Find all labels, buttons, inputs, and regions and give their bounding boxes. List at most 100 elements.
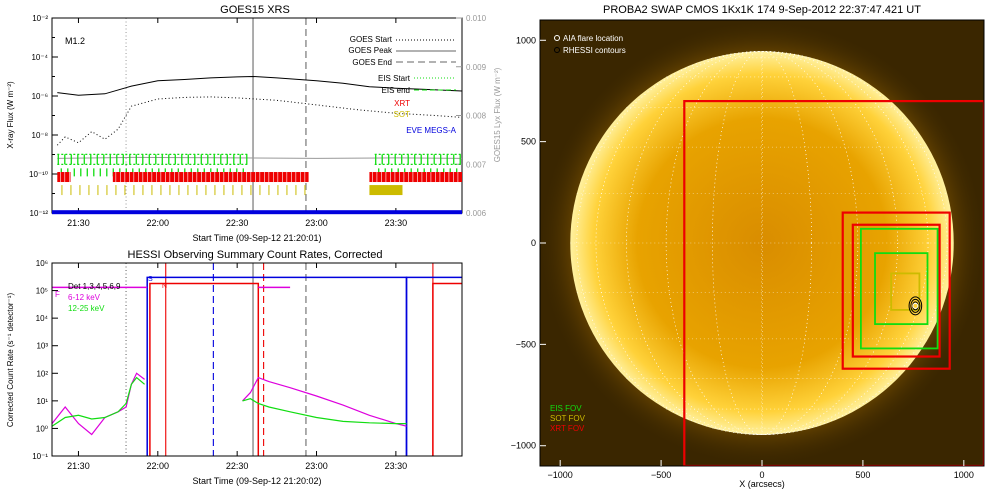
goes-xrs-panel: GOES15 XRS 21:30 22:00 22:30 23:00 23:30 10⁻²… <box>6 4 502 243</box>
swap-axes-layer: −1000 −500 0 500 1000 1000 500 0 −500 −1000 <box>511 35 974 480</box>
xrt-coverage-bar <box>112 172 309 183</box>
swap-x-tick-label: 0 <box>759 470 764 480</box>
hessi-12-25-kev-line <box>242 398 407 425</box>
legend-6-12: 6-12 keV <box>68 293 101 302</box>
hessi-y-tick-label: 10² <box>36 369 48 378</box>
sot-coverage-bar <box>369 185 403 196</box>
goes-marks-layer: 21:30 22:00 22:30 23:00 23:30 10⁻² 10⁻⁴ 10⁻⁶ 10⁻… <box>29 14 487 228</box>
swap-title: PROBA2 SWAP CMOS 1Kx1K 174 9-Sep-2012 22… <box>603 4 921 16</box>
hessi-flag-n: N <box>162 283 167 290</box>
goes-x-tick-label: 21:30 <box>67 218 90 228</box>
legend-goes-peak: GOES Peak <box>348 46 393 55</box>
swap-x-tick-label: 500 <box>855 470 870 480</box>
legend-eis-end: EIS end <box>382 86 410 95</box>
hessi-y-tick-label: 10⁴ <box>36 314 49 323</box>
hessi-marks-layer: 21:30 22:00 22:30 23:00 23:30 10⁶ 10⁵ 10⁴ 10³ 10²… <box>32 259 462 471</box>
swap-x-axis-label: X (arcsecs) <box>739 479 785 489</box>
goes-y-tick-label: 10⁻⁸ <box>32 131 49 140</box>
heliographic-longitude-line <box>626 50 898 436</box>
sot-fov-box <box>890 272 921 311</box>
rhessi-contour <box>910 298 921 313</box>
xrt-fov-box <box>851 223 941 358</box>
goes-title: GOES15 XRS <box>220 4 290 16</box>
hessi-attenuator-step-line <box>405 276 462 456</box>
xrt-fov-box <box>683 99 984 466</box>
swap-y-tick-label: −1000 <box>511 441 536 451</box>
hessi-6-12-kev-line <box>242 376 407 427</box>
legend-eve: EVE MEGS-A <box>406 126 456 135</box>
solar-disk <box>570 51 954 435</box>
legend-det: Det 1,3,4,5,6,9 <box>68 282 121 291</box>
swap-legend-top: AIA flare location RHESSI contours <box>554 34 626 55</box>
hessi-flag-s: S <box>148 276 153 283</box>
hessi-y-tick-label: 10⁰ <box>36 424 48 433</box>
goes-y2-tick-label: 0.006 <box>466 209 487 218</box>
goes-flare-class: M1.2 <box>65 36 85 46</box>
hessi-x-axis-label: Start Time (09-Sep-12 21:20:02) <box>192 476 321 486</box>
goes-y2-axis-label: GOES15 Lyx Flux (W m⁻²) <box>493 67 502 162</box>
goes-x-axis-label: Start Time (09-Sep-12 21:20:01) <box>192 233 321 243</box>
hessi-x-tick-label: 23:30 <box>385 461 408 471</box>
swap-legend-bottom: EIS FOV SOT FOV XRT FOV <box>550 404 586 433</box>
hessi-title: HESSI Observing Summary Count Rates, Cor… <box>128 249 383 261</box>
goes-background-layer <box>125 18 307 213</box>
hessi-x-tick-label: 22:30 <box>226 461 249 471</box>
hessi-x-tick-label: 21:30 <box>67 461 90 471</box>
goes-y-axis-label: X-ray Flux (W m⁻²) <box>6 81 15 149</box>
swap-y-tick-label: 0 <box>531 238 536 248</box>
swap-y-tick-label: −500 <box>516 339 536 349</box>
legend-xrt: XRT <box>394 99 410 108</box>
swap-x-tick-label: −1000 <box>548 470 573 480</box>
hessi-x-tick-label: 22:00 <box>147 461 170 471</box>
goes-x-tick-label: 22:00 <box>147 218 170 228</box>
goes-legend: GOES Start GOES Peak GOES End EIS Start … <box>348 35 456 135</box>
xrt-fov-box <box>841 211 951 370</box>
goes-y2-tick-label: 0.007 <box>466 160 487 169</box>
eis-fov-box <box>859 227 939 350</box>
hessi-flag-f: F <box>55 290 60 299</box>
hessi-y-tick-label: 10⁻¹ <box>32 452 48 461</box>
aia-flare-location-marker <box>912 302 919 309</box>
hessi-y-tick-label: 10³ <box>36 342 48 351</box>
hessi-attenuator-step-line <box>149 282 260 456</box>
goes-y-tick-label: 10⁻¹² <box>30 209 49 218</box>
legend-goes-end: GOES End <box>352 58 392 67</box>
eis-fov-box <box>874 252 929 325</box>
heliographic-longitude-line <box>576 50 948 436</box>
hessi-y-tick-label: 10⁶ <box>36 259 48 268</box>
legend-sot: SOT <box>394 110 411 119</box>
hessi-background-layer <box>125 263 434 456</box>
swap-panel: PROBA2 SWAP CMOS 1Kx1K 174 9-Sep-2012 22… <box>511 4 985 489</box>
eve-megs-a-coverage-bar <box>52 210 462 215</box>
hessi-plot-frame <box>51 262 463 457</box>
goes-y-tick-label: 10⁻² <box>32 14 48 23</box>
legend-goes-start: GOES Start <box>350 35 393 44</box>
swap-y-tick-label: 500 <box>521 137 536 147</box>
goes-y2-tick-label: 0.010 <box>466 14 487 23</box>
hessi-6-12-kev-line <box>51 372 145 436</box>
rhessi-contours-symbol <box>554 47 560 53</box>
legend-12-25: 12-25 keV <box>68 304 105 313</box>
swap-image-layer <box>540 20 984 466</box>
goes-long-channel-line <box>57 75 463 96</box>
swap-x-tick-label: −500 <box>651 470 671 480</box>
hessi-y-tick-label: 10⁵ <box>36 287 48 296</box>
heliographic-longitude-line <box>712 50 812 436</box>
goes-y-tick-label: 10⁻⁶ <box>32 92 48 101</box>
hessi-attenuator-step-line <box>146 276 408 456</box>
goes-y-tick-label: 10⁻⁴ <box>31 53 48 62</box>
goes-lyman-alpha-line <box>57 156 463 159</box>
legend-eis-start: EIS Start <box>378 74 411 83</box>
goes-y-tick-label: 10⁻¹⁰ <box>29 170 48 179</box>
hessi-legend: Det 1,3,4,5,6,9 6-12 keV 12-25 keV F S N <box>55 276 167 313</box>
hessi-12-25-kev-line <box>51 376 145 427</box>
legend-rhessi-contours: RHESSI contours <box>563 46 626 55</box>
legend-sot-fov: SOT FOV <box>550 414 586 423</box>
heliographic-longitude-line <box>595 50 929 436</box>
hessi-y-tick-label: 10¹ <box>36 397 48 406</box>
hessi-panel: HESSI Observing Summary Count Rates, Cor… <box>6 249 463 486</box>
legend-eis-fov: EIS FOV <box>550 404 582 413</box>
goes-y2-tick-label: 0.009 <box>466 63 487 72</box>
hessi-x-tick-label: 23:00 <box>305 461 328 471</box>
